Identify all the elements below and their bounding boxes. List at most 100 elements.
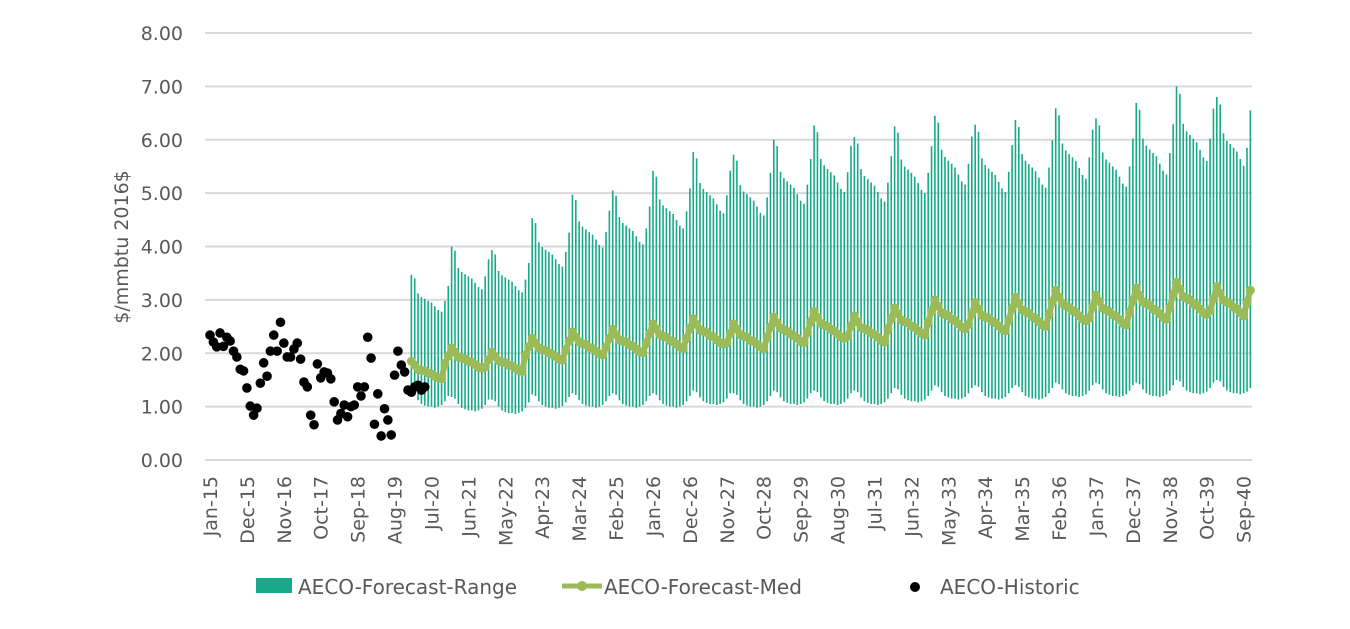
forecast-median-marker (1125, 307, 1135, 317)
forecast-median-marker (759, 343, 769, 353)
forecast-median-marker (520, 350, 530, 360)
forecast-median-marker (725, 329, 735, 339)
gridlines (205, 32, 1252, 461)
legend-swatch-range (256, 578, 292, 593)
legend-item-forecast-range[interactable]: AECO-Forecast-Range (256, 575, 517, 599)
x-tick-label: Jul-20 (421, 476, 443, 531)
historic-point (359, 382, 370, 392)
x-tick-label: Sep-18 (348, 476, 370, 543)
y-tick-label: 0.00 (141, 450, 183, 472)
historic-series (205, 317, 430, 441)
x-tick-label: Aug-19 (385, 476, 407, 544)
forecast-median-marker (1128, 295, 1138, 305)
forecast-median-marker (1245, 285, 1255, 295)
forecast-median-marker (685, 324, 695, 334)
y-tick-label: 6.00 (141, 130, 183, 152)
forecast-median-marker (1239, 311, 1249, 321)
forecast-median-marker (1175, 284, 1185, 294)
x-tick-label: Sep-40 (1234, 476, 1256, 543)
legend-item-historic[interactable]: AECO-Historic (910, 575, 1080, 599)
x-tick-label: Sep-29 (791, 476, 813, 543)
x-tick-label: Oct-17 (311, 476, 333, 540)
historic-point (258, 358, 269, 368)
forecast-median-marker (682, 333, 692, 343)
historic-point (265, 346, 276, 356)
forecast-median-marker (604, 333, 614, 343)
forecast-median-marker (846, 321, 856, 331)
forecast-median-marker (1205, 306, 1215, 316)
forecast-median-marker (923, 317, 933, 327)
forecast-median-marker (802, 327, 812, 337)
x-tick-label: Mar-35 (1012, 476, 1034, 542)
historic-point (225, 336, 235, 346)
historic-point (312, 359, 323, 369)
forecast-median-marker (1000, 326, 1010, 336)
historic-point (329, 397, 339, 407)
y-tick-label: 7.00 (141, 76, 183, 98)
historic-point (309, 419, 319, 430)
historic-point (393, 346, 403, 356)
historic-point (275, 317, 286, 328)
x-tick-label: Feb-36 (1049, 476, 1071, 541)
forecast-median-marker (1004, 315, 1014, 325)
historic-point (272, 346, 282, 356)
y-tick-label: 4.00 (141, 237, 183, 259)
historic-point (218, 341, 229, 352)
historic-point (386, 430, 397, 440)
forecast-median-marker (920, 330, 930, 340)
historic-point (255, 378, 266, 388)
forecast-median-marker (678, 343, 688, 353)
x-tick-label: Dec-26 (680, 476, 702, 544)
historic-point (238, 366, 249, 376)
x-tick-label: Dec-37 (1123, 476, 1145, 544)
legend: AECO-Forecast-Range AECO-Forecast-Med AE… (256, 575, 1080, 599)
forecast-median-marker (762, 332, 772, 342)
y-tick-label: 1.00 (141, 397, 183, 419)
forecast-median-marker (557, 355, 567, 365)
y-tick-label: 3.00 (141, 290, 183, 312)
historic-point (383, 415, 393, 425)
legend-item-forecast-med[interactable]: AECO-Forecast-Med (562, 575, 802, 599)
forecast-median-marker (1135, 290, 1145, 300)
x-tick-label: Jan-15 (200, 476, 222, 537)
historic-point (349, 400, 360, 410)
legend-label-range: AECO-Forecast-Range (298, 575, 517, 599)
historic-point (292, 338, 303, 348)
forecast-median-marker (1212, 282, 1222, 292)
historic-point (262, 371, 272, 382)
x-tick-label: Oct-39 (1197, 476, 1219, 540)
forecast-median-marker (1242, 298, 1252, 308)
forecast-median-marker (1131, 283, 1141, 293)
historic-point (376, 431, 386, 441)
x-tick-label: Feb-25 (606, 476, 628, 541)
forecast-median-marker (963, 319, 973, 329)
forecast-median-marker (484, 355, 494, 365)
forecast-median-marker (645, 329, 655, 339)
historic-point (295, 354, 306, 364)
forecast-median-marker (1084, 313, 1094, 323)
x-tick-label: Apr-23 (532, 476, 554, 539)
forecast-median-marker (927, 306, 937, 316)
forecast-median-marker (1044, 309, 1054, 319)
x-tick-label: Oct-28 (754, 476, 776, 540)
x-tick-label: Nov-27 (717, 476, 739, 544)
x-tick-label: Jun-21 (458, 476, 480, 538)
forecast-median-marker (1051, 285, 1061, 295)
historic-point (268, 330, 279, 340)
historic-point (362, 332, 373, 343)
x-tick-label: Apr-34 (975, 476, 997, 539)
historic-point (285, 352, 296, 362)
x-axis-ticks: Jan-15 Dec-15 Nov-16 Oct-17 Sep-18 Aug-19 Jul-… (200, 476, 1256, 546)
forecast-median-marker (437, 374, 447, 384)
historic-point (373, 389, 383, 399)
legend-label-historic: AECO-Historic (940, 575, 1080, 599)
forecast-median-marker (1094, 296, 1104, 306)
forecast-median-marker (564, 336, 574, 346)
x-tick-label: May-33 (938, 476, 960, 546)
forecast-median-marker (883, 324, 893, 334)
historic-point (352, 382, 363, 392)
forecast-median-series (406, 277, 1255, 384)
y-tick-label: 5.00 (141, 183, 183, 205)
forecast-median-marker (1007, 303, 1017, 313)
